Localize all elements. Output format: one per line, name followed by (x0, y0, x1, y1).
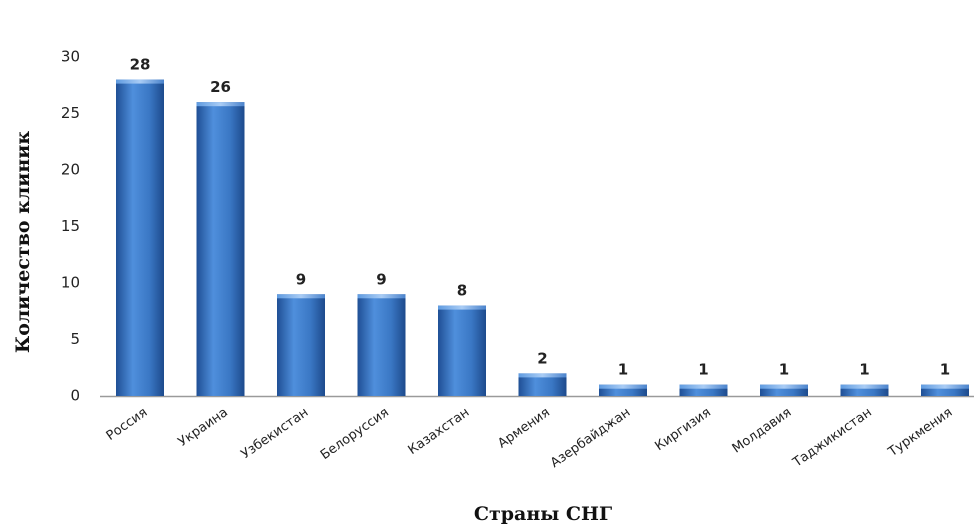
data-label: 9 (296, 270, 306, 288)
category-label: Киргизия (652, 405, 713, 454)
bar (438, 305, 486, 396)
category-label: Казахстан (406, 405, 473, 458)
y-tick-label: 0 (70, 387, 80, 405)
x-axis-title: Страны СНГ (474, 503, 612, 525)
y-tick-label: 25 (61, 104, 80, 122)
bar (196, 102, 245, 396)
data-label: 9 (376, 270, 386, 288)
y-axis-ticks: 0 5 10 15 20 25 30 (61, 48, 80, 405)
data-label: 28 (130, 56, 151, 74)
bar (840, 384, 889, 396)
bar-cap (679, 384, 728, 389)
y-tick-label: 20 (61, 161, 80, 179)
bar (599, 384, 647, 396)
bar (921, 384, 969, 396)
data-label: 1 (779, 361, 789, 379)
category-label: Азербайджан (548, 405, 633, 471)
bar (116, 79, 164, 396)
category-label: Молдавия (730, 405, 795, 457)
bar-cap (116, 79, 164, 84)
category-label: Украина (176, 405, 231, 450)
bar-cap (357, 294, 406, 299)
data-label: 8 (457, 282, 467, 300)
bar-cap (438, 305, 486, 310)
category-label: Армения (495, 405, 553, 452)
data-label: 1 (859, 361, 869, 379)
bar-cap (518, 373, 567, 378)
data-label: 1 (618, 361, 628, 379)
y-tick-label: 30 (61, 48, 80, 66)
category-label: Россия (104, 405, 151, 444)
bar-cap (921, 384, 969, 389)
bars (116, 79, 969, 396)
bar (760, 384, 808, 396)
y-tick-label: 15 (61, 217, 80, 235)
bar-cap (840, 384, 889, 389)
bar (679, 384, 728, 396)
bar (518, 373, 567, 396)
data-label: 26 (210, 78, 231, 96)
y-tick-label: 10 (61, 274, 80, 292)
bar (277, 294, 325, 396)
bar-cap (277, 294, 325, 299)
data-label: 2 (537, 349, 547, 367)
bar (357, 294, 406, 396)
data-label: 1 (940, 361, 950, 379)
category-label: Белоруссия (318, 405, 392, 463)
data-label: 1 (698, 361, 708, 379)
bar-cap (599, 384, 647, 389)
category-label: Узбекистан (239, 405, 312, 462)
data-labels: 28 26 9 9 8 2 1 1 1 1 1 (130, 56, 951, 379)
bar-cap (760, 384, 808, 389)
category-labels: Россия Украина Узбекистан Белоруссия Казахст… (104, 405, 956, 471)
y-tick-label: 5 (70, 330, 80, 348)
category-label: Таджикистан (790, 405, 875, 471)
y-axis-title: Количество клиник (12, 131, 34, 353)
category-label: Туркмения (885, 405, 955, 460)
bar-cap (196, 102, 245, 107)
